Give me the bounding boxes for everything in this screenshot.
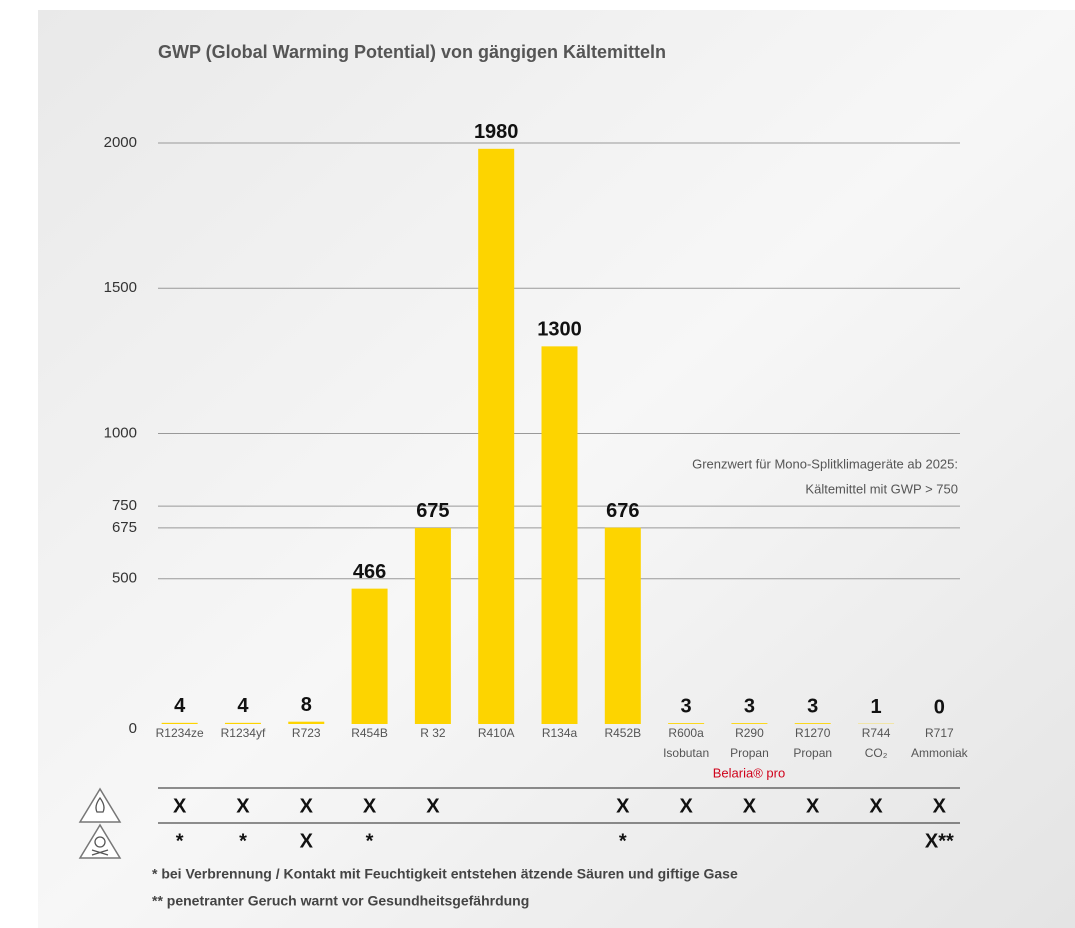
hazard-mark: *	[619, 830, 627, 852]
x-tick-label: R290	[735, 726, 764, 740]
x-tick-label: R454B	[351, 726, 388, 740]
x-tick-label: R 32	[420, 726, 446, 740]
x-tick-sublabel: Isobutan	[663, 746, 709, 760]
value-label: 675	[416, 500, 449, 522]
x-tick-label: R1270	[795, 726, 831, 740]
flammable-icon	[78, 787, 122, 823]
value-label: 1980	[474, 121, 519, 143]
bar	[161, 722, 198, 724]
hazard-mark: X	[173, 795, 187, 817]
hazard-mark: X	[933, 795, 947, 817]
x-tick-label: R723	[292, 726, 321, 740]
y-tick-label: 2000	[104, 134, 137, 151]
value-label: 3	[744, 695, 755, 717]
hazard-mark: X	[363, 795, 377, 817]
y-tick-label: 675	[112, 519, 137, 536]
y-tick-label: 750	[112, 497, 137, 514]
hazard-mark: X	[616, 795, 630, 817]
hazard-mark: X	[300, 795, 314, 817]
x-tick-label: R1234ze	[156, 726, 204, 740]
hazard-mark: *	[176, 830, 184, 852]
hazard-mark: X	[869, 795, 883, 817]
x-tick-label: R410A	[478, 726, 515, 740]
bar	[604, 527, 641, 724]
hazard-mark: X	[743, 795, 757, 817]
hazard-mark: X	[426, 795, 440, 817]
x-tick-sublabel: Propan	[730, 746, 769, 760]
bar	[541, 346, 578, 724]
x-tick-label: R134a	[542, 726, 578, 740]
y-tick-label: 0	[129, 720, 137, 737]
y-tick-label: 500	[112, 570, 137, 587]
annotation: Kältemittel mit GWP > 750	[805, 481, 958, 496]
value-label: 3	[681, 695, 692, 717]
bar	[288, 721, 325, 724]
bar	[478, 148, 515, 724]
x-tick-sublabel: Ammoniak	[911, 746, 969, 760]
value-label: 1	[870, 696, 881, 718]
bar	[668, 723, 705, 724]
chart-title: GWP (Global Warming Potential) von gängi…	[158, 42, 666, 62]
x-tick-sublabel: Propan	[793, 746, 832, 760]
x-tick-sublabel: CO₂	[865, 746, 888, 760]
bar	[351, 588, 388, 724]
value-label: 466	[353, 561, 386, 583]
value-label: 0	[934, 696, 945, 718]
footnote: * bei Verbrennung / Kontakt mit Feuchtig…	[152, 866, 738, 882]
value-label: 4	[174, 695, 186, 717]
value-label: 3	[807, 695, 818, 717]
x-tick-label: R452B	[604, 726, 641, 740]
hazard-mark: X	[236, 795, 250, 817]
y-tick-label: 1000	[104, 424, 137, 441]
toxic-icon	[78, 823, 122, 859]
footnote: ** penetranter Geruch warnt vor Gesundhe…	[152, 893, 529, 909]
hazard-mark: *	[239, 830, 247, 852]
x-tick-label: R744	[862, 726, 891, 740]
hazard-mark: X	[806, 795, 820, 817]
y-tick-label: 1500	[104, 279, 137, 296]
bar	[414, 527, 451, 724]
annotation: Grenzwert für Mono-Splitklimageräte ab 2…	[692, 456, 958, 471]
bar	[794, 723, 831, 724]
x-tick-label: R1234yf	[221, 726, 266, 740]
bar	[224, 722, 261, 724]
annotation: Belaria® pro	[713, 765, 785, 780]
hazard-mark: *	[366, 830, 374, 852]
value-label: 8	[301, 694, 312, 716]
value-label: 676	[606, 500, 639, 522]
hazard-mark: X**	[925, 830, 954, 852]
value-label: 1300	[537, 319, 582, 341]
hazard-mark: X	[679, 795, 693, 817]
x-tick-label: R717	[925, 726, 954, 740]
value-label: 4	[237, 695, 249, 717]
x-tick-label: R600a	[668, 726, 704, 740]
hazard-mark: X	[300, 830, 314, 852]
bar	[731, 723, 768, 724]
